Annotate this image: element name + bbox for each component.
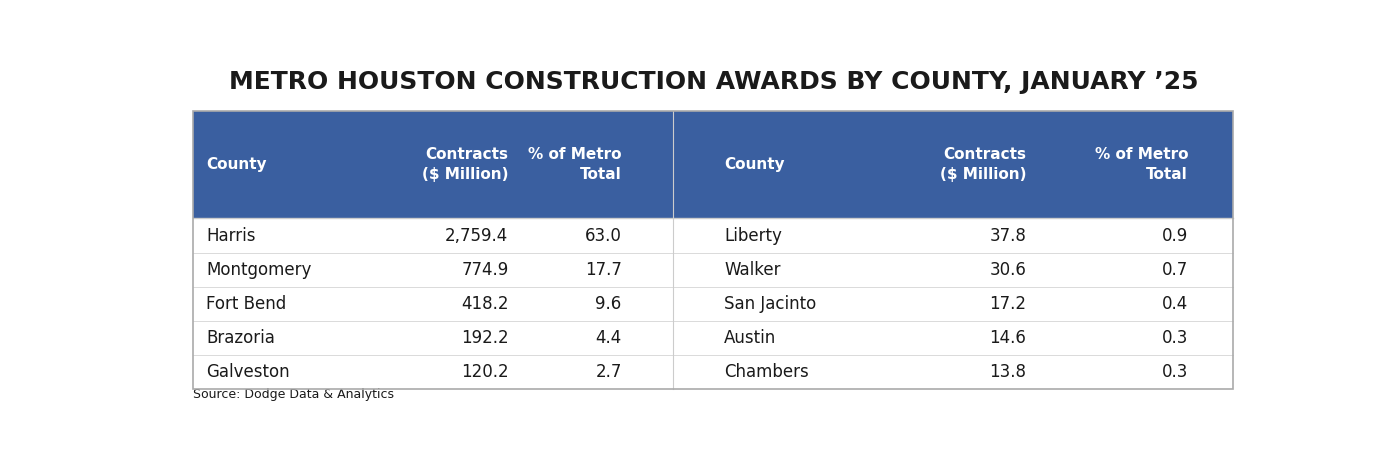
Text: 120.2: 120.2 (461, 363, 508, 381)
Text: 37.8: 37.8 (990, 227, 1026, 245)
Text: Montgomery: Montgomery (206, 261, 312, 279)
Text: Galveston: Galveston (206, 363, 290, 381)
Bar (193, 111, 1233, 389)
Text: Walker: Walker (724, 261, 781, 279)
Text: Harris: Harris (206, 227, 256, 245)
Text: County: County (206, 157, 267, 172)
Text: 0.9: 0.9 (1162, 227, 1187, 245)
Text: 9.6: 9.6 (596, 295, 622, 313)
Text: % of Metro
Total: % of Metro Total (528, 147, 622, 181)
Text: County: County (724, 157, 785, 172)
Text: 0.7: 0.7 (1162, 261, 1187, 279)
Text: Liberty: Liberty (724, 227, 782, 245)
Text: Brazoria: Brazoria (206, 329, 276, 347)
Text: 774.9: 774.9 (461, 261, 508, 279)
Text: 17.2: 17.2 (990, 295, 1026, 313)
Text: 14.6: 14.6 (990, 329, 1026, 347)
Text: 0.3: 0.3 (1162, 363, 1187, 381)
Text: Contracts
($ Million): Contracts ($ Million) (422, 147, 508, 181)
Text: 63.0: 63.0 (585, 227, 622, 245)
Text: Austin: Austin (724, 329, 777, 347)
Text: Chambers: Chambers (724, 363, 809, 381)
Text: 4.4: 4.4 (596, 329, 622, 347)
Text: San Jacinto: San Jacinto (724, 295, 817, 313)
Text: Contracts
($ Million): Contracts ($ Million) (940, 147, 1026, 181)
Text: Fort Bend: Fort Bend (206, 295, 287, 313)
Text: 2.7: 2.7 (596, 363, 622, 381)
Text: 418.2: 418.2 (461, 295, 508, 313)
Bar (193, 111, 1233, 218)
Text: % of Metro
Total: % of Metro Total (1094, 147, 1187, 181)
Text: 17.7: 17.7 (585, 261, 622, 279)
Text: METRO HOUSTON CONSTRUCTION AWARDS BY COUNTY, JANUARY ’25: METRO HOUSTON CONSTRUCTION AWARDS BY COU… (228, 70, 1199, 94)
Text: 2,759.4: 2,759.4 (445, 227, 508, 245)
Text: 0.3: 0.3 (1162, 329, 1187, 347)
Text: 30.6: 30.6 (990, 261, 1026, 279)
Text: 0.4: 0.4 (1162, 295, 1187, 313)
Text: 13.8: 13.8 (990, 363, 1026, 381)
Text: Source: Dodge Data & Analytics: Source: Dodge Data & Analytics (193, 388, 394, 401)
Text: 192.2: 192.2 (461, 329, 508, 347)
